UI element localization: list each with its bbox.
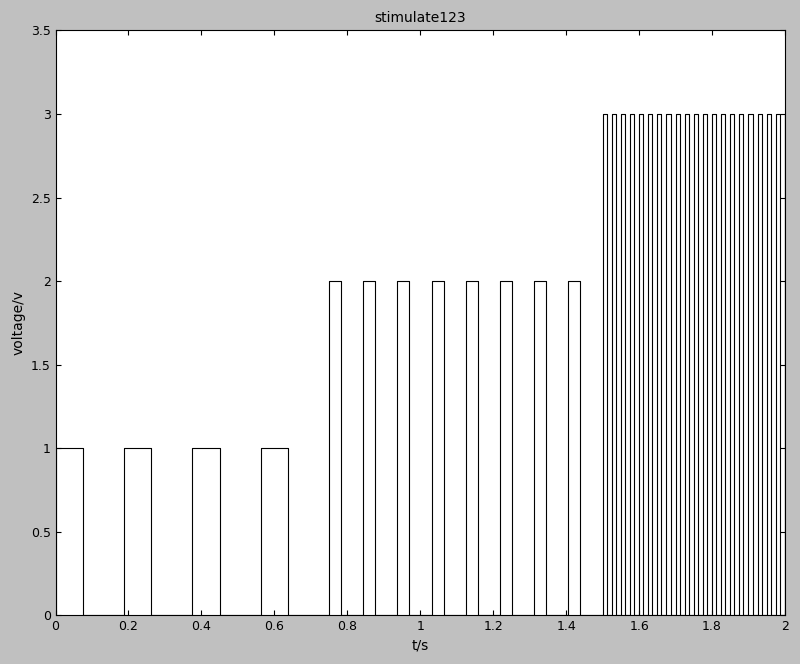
Y-axis label: voltage/v: voltage/v [11, 290, 25, 355]
Title: stimulate123: stimulate123 [374, 11, 466, 25]
X-axis label: t/s: t/s [412, 639, 429, 653]
